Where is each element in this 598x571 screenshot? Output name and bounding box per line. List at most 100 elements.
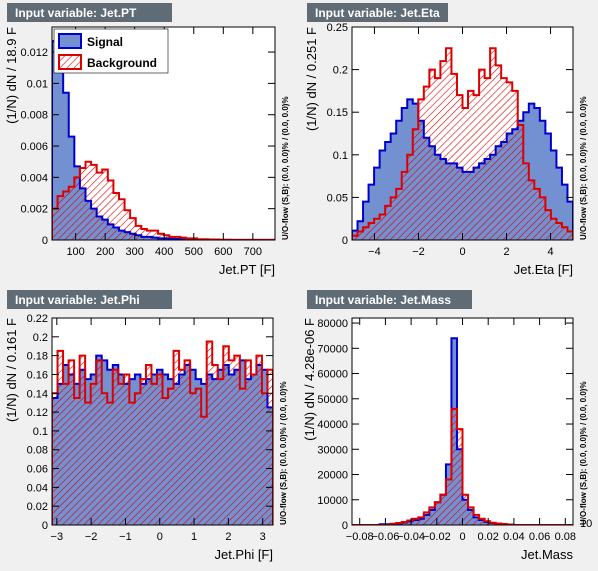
background-histogram-line xyxy=(352,407,573,525)
x-tick-label: 2 xyxy=(503,246,509,258)
panel-title: Input variable: Jet.Mass xyxy=(315,293,451,307)
y-tick-label: 0.008 xyxy=(20,110,48,122)
overflow-label: U/O-flow (S,B): (0.0, 0.0)% / (0.0, 0.0)… xyxy=(579,381,588,525)
y-tick-label: 60000 xyxy=(317,369,348,381)
legend: Signal Background xyxy=(53,28,169,74)
x-axis-label: Jet.PT [F] xyxy=(219,262,275,277)
histogram-panel-0: Input variable: Jet.PT 100 200 300 400 500 600… xyxy=(4,3,290,277)
panel-title: Input variable: Jet.Phi xyxy=(15,293,140,307)
legend-background-swatch xyxy=(58,54,82,70)
signal-histogram-line xyxy=(52,354,273,525)
y-axis-label: (1/N) dN / 18.9 F xyxy=(4,27,19,124)
y-tick-label: 0.01 xyxy=(27,78,48,90)
y-tick-label: 0.15 xyxy=(327,107,348,119)
axis-multiplier: 10 xyxy=(580,518,592,530)
histogram-panel-3: Input variable: Jet.Mass −0.08−0.06−0.04−… xyxy=(302,290,592,562)
legend-signal-label: Signal xyxy=(87,35,123,49)
y-tick-label: 0 xyxy=(342,520,348,532)
x-tick-label: −0.04 xyxy=(397,531,425,543)
y-tick-label: 0.1 xyxy=(333,150,348,162)
x-axis-label: Jet.Mass xyxy=(521,547,574,562)
x-tick-label: 0 xyxy=(157,531,163,543)
x-tick-label: −0.02 xyxy=(423,531,451,543)
signal-histogram-line xyxy=(352,98,573,240)
y-tick-label: 0.06 xyxy=(27,464,48,476)
x-tick-label: 1 xyxy=(191,531,197,543)
y-tick-label: 0.004 xyxy=(20,172,48,184)
background-histogram-line xyxy=(352,47,573,240)
x-tick-label: 4 xyxy=(547,246,553,258)
panel-title: Input variable: Jet.Eta xyxy=(315,6,440,20)
overflow-label: U/O-flow (S,B): (0.0, 0.0)% / (0.0, 0.0)… xyxy=(579,96,588,240)
y-tick-label: 0.012 xyxy=(20,47,48,59)
y-tick-label: 0.12 xyxy=(27,407,48,419)
y-tick-label: 0.04 xyxy=(27,482,48,494)
x-tick-label: 0.02 xyxy=(477,531,498,543)
x-tick-label: 300 xyxy=(126,246,144,258)
histogram-panel-1: Input variable: Jet.Eta −4 −2 0 2 4 0 0.05 0.1 0.… xyxy=(304,3,588,277)
y-tick-label: 30000 xyxy=(317,444,348,456)
y-tick-label: 70000 xyxy=(317,343,348,355)
x-axis-label: Jet.Phi [F] xyxy=(214,547,273,562)
y-tick-label: 0.02 xyxy=(27,501,48,513)
panel-title: Input variable: Jet.PT xyxy=(15,6,137,20)
y-tick-label: 0.16 xyxy=(27,369,48,381)
y-tick-label: 0.05 xyxy=(327,192,348,204)
x-tick-label: 400 xyxy=(155,246,173,258)
y-axis-label: (1/N) dN / 4.28e-06 F xyxy=(302,318,317,441)
y-tick-label: 10000 xyxy=(317,495,348,507)
x-tick-label: 200 xyxy=(96,246,114,258)
x-tick-label: 500 xyxy=(185,246,203,258)
plot-frame xyxy=(51,26,276,241)
y-tick-label: 0 xyxy=(42,235,48,247)
y-tick-label: 0.08 xyxy=(27,445,48,457)
y-tick-label: 20000 xyxy=(317,470,348,482)
x-tick-label: −2 xyxy=(85,531,98,543)
y-tick-label: 0.2 xyxy=(33,332,48,344)
x-tick-label: −0.06 xyxy=(371,531,399,543)
y-tick-label: 0.006 xyxy=(20,141,48,153)
y-axis-label: (1/N) dN / 0.161 F xyxy=(4,318,19,422)
x-tick-label: 0.08 xyxy=(555,531,576,543)
plot-frame xyxy=(51,317,274,526)
y-tick-label: 0.1 xyxy=(33,426,48,438)
x-axis-label: Jet.Eta [F] xyxy=(514,262,573,277)
y-tick-label: 0.18 xyxy=(27,351,48,363)
x-tick-label: −3 xyxy=(51,531,64,543)
x-tick-label: 0 xyxy=(459,246,465,258)
y-tick-label: 0.25 xyxy=(327,22,348,34)
overflow-label: U/O-flow (S,B): (0.0, 0.0)% / (0.0, 0.0)… xyxy=(281,96,290,240)
y-tick-label: 0 xyxy=(42,520,48,532)
x-tick-label: 2 xyxy=(225,531,231,543)
x-tick-label: 0 xyxy=(459,531,465,543)
legend-background-label: Background xyxy=(87,56,157,70)
title-box xyxy=(307,3,448,22)
y-tick-label: 0.22 xyxy=(27,313,48,325)
title-box xyxy=(7,290,172,309)
x-tick-label: −1 xyxy=(119,531,132,543)
x-tick-label: −2 xyxy=(412,246,425,258)
overflow-label: U/O-flow (S,B): (0.0, 0.0)% / (0.0, 0.0)… xyxy=(279,381,288,525)
x-tick-label: 0.04 xyxy=(503,531,524,543)
background-histogram-line xyxy=(52,340,273,525)
x-tick-label: −0.08 xyxy=(346,531,374,543)
x-tick-label: 700 xyxy=(244,246,262,258)
x-tick-label: 3 xyxy=(260,531,266,543)
y-tick-label: 0.14 xyxy=(27,388,48,400)
x-tick-label: 0.06 xyxy=(529,531,550,543)
background-histogram-hatch xyxy=(52,341,273,525)
y-tick-label: 40000 xyxy=(317,419,348,431)
y-tick-label: 80000 xyxy=(317,318,348,330)
title-box xyxy=(307,290,472,309)
y-tick-label: 0.2 xyxy=(333,65,348,77)
y-tick-label: 50000 xyxy=(317,394,348,406)
title-box xyxy=(7,3,172,22)
legend-signal-swatch xyxy=(58,33,82,49)
histogram-panel-2: Input variable: Jet.Phi −3 −2 −1 0 1 2 3 0 0.02 0.… xyxy=(4,290,288,562)
x-tick-label: −4 xyxy=(368,246,381,258)
y-tick-label: 0.002 xyxy=(20,204,48,216)
x-tick-label: 100 xyxy=(66,246,84,258)
y-tick-label: 0 xyxy=(342,235,348,247)
